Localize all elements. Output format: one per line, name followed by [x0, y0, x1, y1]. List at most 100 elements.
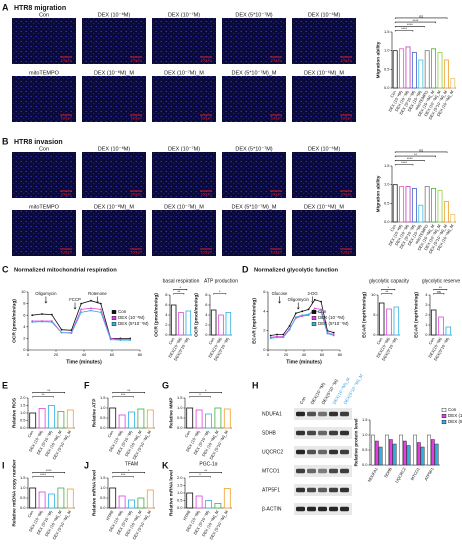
- panel-letter: D: [242, 264, 249, 274]
- micrograph: [12, 152, 76, 198]
- lane-label: Con: [299, 395, 308, 405]
- chart-title: Normalized glycolytic function: [254, 268, 339, 274]
- injection-arrow: [44, 296, 48, 304]
- y-tick-label: 0.5: [177, 498, 183, 503]
- y-tick-label: 1.0: [177, 405, 183, 410]
- point: [276, 336, 278, 339]
- blot-band: [318, 449, 327, 455]
- y-tick-label: 0.0: [20, 425, 26, 430]
- image-label: DEX (5*10⁻⁷M): [235, 11, 272, 18]
- bar: [371, 434, 375, 466]
- bar: [223, 488, 231, 509]
- y-tick-label: 0.5: [100, 495, 106, 500]
- x-tick-label: 60: [110, 352, 115, 357]
- y-tick-label: 1.5: [177, 395, 183, 400]
- sig-label: ****: [407, 23, 413, 27]
- y-tick-label: 8: [23, 301, 26, 306]
- bar: [205, 413, 212, 429]
- sig-bracket: [189, 472, 222, 474]
- y-tick-label: 6: [205, 302, 208, 307]
- scale-label: 100μm: [201, 192, 212, 196]
- x-tick-label: UQCRC2: [394, 466, 407, 484]
- bar: [450, 214, 456, 223]
- micrograph: [152, 18, 216, 64]
- sig-label: ****: [407, 157, 413, 161]
- y-axis-label: Relative ROS: [11, 397, 17, 428]
- blot-band: [296, 430, 305, 436]
- x-tick-label: SDHB: [383, 466, 393, 478]
- bar: [413, 434, 417, 466]
- sig-bracket: [32, 472, 65, 474]
- bar: [434, 443, 439, 466]
- y-tick-label: 2: [263, 328, 266, 333]
- chart-title: Normalized mitochondrial respiration: [14, 268, 117, 274]
- y-tick-label: 0.5: [384, 66, 390, 71]
- blot-band: [340, 487, 349, 493]
- y-axis-label: ECAR (mpH/min/ug): [251, 298, 257, 344]
- bar: [170, 304, 177, 336]
- x-tick-label: ATP5F1: [423, 466, 435, 482]
- micrograph: [292, 152, 356, 198]
- sig-label: *: [388, 286, 390, 290]
- y-tick-label: 0.5: [20, 418, 26, 423]
- blot-band: [307, 487, 316, 493]
- bar: [218, 314, 224, 336]
- bar: [424, 50, 430, 89]
- sig-label: *: [205, 389, 207, 393]
- point: [313, 307, 316, 310]
- bar: [225, 312, 232, 336]
- image-label: DEX (10⁻⁷M)_M: [164, 203, 204, 210]
- sig-bracket: [433, 293, 445, 295]
- y-axis-label: Relative protein level: [353, 419, 359, 467]
- panel-letter: H: [252, 380, 259, 390]
- sig-label: ****: [401, 27, 407, 31]
- sig-bracket: [394, 30, 414, 32]
- x-tick-label: Con: [26, 430, 34, 439]
- y-tick-label: 2: [23, 335, 26, 340]
- injection-label: Glucose: [272, 291, 288, 296]
- micrograph: [82, 18, 146, 64]
- y-tick-label: 1.0: [20, 410, 26, 415]
- y-tick-label: 8: [205, 292, 208, 297]
- legend-label: Con: [318, 309, 327, 314]
- blot-band: [340, 411, 349, 417]
- micrograph: [222, 76, 286, 122]
- bar: [443, 201, 449, 223]
- scale-label: 100μm: [341, 116, 352, 120]
- protein-label: β-ACTIN: [262, 506, 282, 512]
- x-tick-label: HTR8: [105, 509, 115, 521]
- sig-label: ****: [401, 161, 407, 165]
- x-tick-label: Con: [375, 337, 383, 346]
- legend-label: DEX (5*10⁻⁷M): [448, 419, 462, 424]
- x-tick-label: Con: [389, 224, 397, 233]
- sig-bracket: [433, 289, 448, 291]
- legend-swatch: [111, 316, 117, 321]
- y-tick-label: 4: [425, 292, 428, 297]
- legend-label: Con: [118, 309, 127, 314]
- x-axis-label: Time (minutes): [66, 359, 102, 365]
- legend-label: Con: [448, 407, 457, 412]
- bar: [137, 497, 145, 509]
- sig-label: **: [414, 153, 417, 157]
- bar: [66, 488, 74, 509]
- sig-bracket: [112, 396, 134, 398]
- y-axis-label: Migration ability: [375, 41, 381, 78]
- legend-label: DEX (10⁻⁸M): [318, 315, 345, 320]
- legend-label: DEX (5*10⁻⁷M): [318, 321, 349, 326]
- bar: [392, 184, 398, 223]
- bar: [48, 405, 55, 429]
- y-axis-label: ECAR (mpH/min/ug): [413, 292, 419, 338]
- bar: [411, 187, 417, 223]
- protein-label: UQCRC2: [262, 449, 283, 455]
- point: [269, 334, 272, 337]
- x-tick-label: 80: [138, 352, 143, 357]
- bar: [399, 48, 405, 89]
- y-tick-label: 10: [21, 289, 26, 294]
- blot-band: [318, 506, 327, 512]
- panel-letter: I: [2, 460, 5, 470]
- bar: [374, 440, 379, 466]
- image-label: DEX (10⁻⁶M): [308, 145, 341, 152]
- sig-label: ns: [419, 149, 423, 153]
- scale-label: 100μm: [61, 192, 72, 196]
- chart-title: basal respiration: [163, 278, 200, 284]
